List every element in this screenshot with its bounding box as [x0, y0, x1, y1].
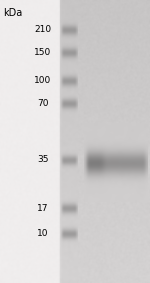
Text: 150: 150 — [34, 48, 51, 57]
Text: kDa: kDa — [3, 8, 22, 18]
Text: 10: 10 — [37, 229, 48, 238]
Text: 100: 100 — [34, 76, 51, 85]
Text: 17: 17 — [37, 203, 48, 213]
Text: 35: 35 — [37, 155, 48, 164]
Text: 210: 210 — [34, 25, 51, 34]
Text: 70: 70 — [37, 99, 48, 108]
